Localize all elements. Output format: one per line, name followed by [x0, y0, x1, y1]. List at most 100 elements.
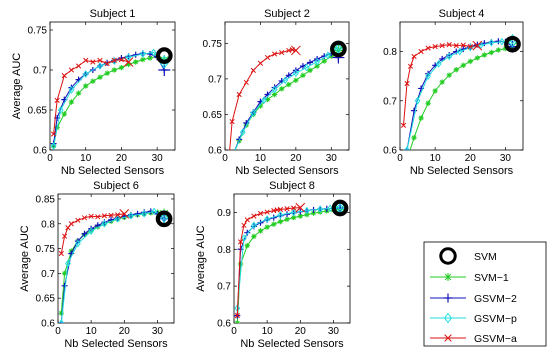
data-point	[460, 42, 466, 48]
y-tick-label: 0.6	[217, 319, 231, 330]
data-point	[284, 206, 290, 212]
data-point	[88, 213, 94, 219]
data-point	[62, 233, 68, 239]
series-gsvm-p	[58, 207, 170, 323]
data-point	[324, 51, 331, 60]
y-tick-label: 0.75	[203, 39, 223, 50]
legend-marker	[444, 334, 452, 342]
data-point	[161, 212, 167, 221]
data-point	[81, 230, 88, 237]
data-point	[279, 49, 285, 56]
data-point	[293, 77, 299, 84]
data-point	[278, 86, 285, 92]
data-point	[133, 59, 139, 65]
plot-area	[400, 33, 521, 162]
final-point	[123, 57, 134, 67]
data-point	[251, 213, 257, 219]
data-point	[251, 233, 257, 240]
data-point	[467, 44, 473, 50]
data-point	[432, 88, 438, 94]
data-point	[300, 72, 306, 79]
data-point	[407, 63, 414, 69]
data-point	[58, 250, 64, 257]
x-tick-label: 30	[500, 153, 512, 164]
series-line	[406, 40, 513, 150]
x-tick-label: 10	[86, 326, 98, 337]
data-point	[118, 56, 125, 63]
legend-label: SVM	[474, 251, 497, 263]
data-point	[467, 58, 473, 65]
data-point	[404, 157, 409, 162]
y-tick-label: 0.8	[217, 245, 231, 256]
data-point	[446, 42, 452, 48]
panel-subject-1: 0 10 20 30 0.6 0.65 0.7 0.75 Subject 1 Nb Selecte…	[11, 8, 176, 177]
panel-subject-6: 0 10 20 30 0.6 0.65 0.7 0.75 0.8 0.85 Subject 6 Nb …	[19, 180, 175, 350]
legend-entry-gsvm-2: GSVM−2	[430, 293, 517, 305]
y-tick-label: 0.8	[41, 219, 55, 230]
x-tick-label: 30	[328, 326, 340, 337]
data-point	[57, 106, 64, 114]
data-point	[114, 214, 121, 223]
x-axis-label: Nb Selected Sensors	[240, 338, 344, 350]
data-point	[453, 43, 459, 49]
data-point	[234, 320, 241, 323]
data-point	[50, 142, 57, 150]
data-point	[83, 83, 89, 89]
x-tick-label: 10	[430, 153, 442, 164]
data-point	[61, 270, 68, 277]
data-point	[257, 228, 264, 234]
data-point	[264, 209, 270, 215]
data-point	[310, 210, 317, 216]
data-point	[61, 111, 67, 117]
series-gsvm-a	[50, 56, 134, 137]
data-point	[414, 96, 421, 105]
series-svm	[155, 47, 173, 64]
data-point	[488, 38, 495, 47]
series-svm	[155, 210, 173, 228]
data-point	[337, 203, 343, 211]
data-point	[97, 62, 103, 70]
legend-entry-gsvm-a: GSVM−a	[430, 333, 517, 345]
data-point	[97, 57, 103, 64]
data-point	[236, 91, 242, 98]
data-point	[456, 47, 463, 56]
data-point	[81, 215, 88, 221]
data-point	[68, 221, 74, 227]
data-point	[141, 210, 148, 218]
data-point	[251, 221, 257, 230]
data-point	[411, 107, 418, 114]
data-point	[243, 79, 249, 86]
data-point	[68, 67, 75, 73]
legend-marker	[439, 247, 457, 265]
series-gsvm-a	[400, 40, 483, 128]
data-point	[104, 60, 110, 67]
series-gsvm-a	[229, 45, 301, 150]
data-point	[264, 224, 270, 230]
data-point	[264, 54, 271, 61]
data-point	[304, 211, 310, 218]
data-point	[307, 59, 314, 66]
data-point	[97, 74, 103, 80]
x-tick-label: 0	[47, 153, 53, 164]
legend-marker	[443, 272, 453, 282]
data-point	[257, 210, 264, 217]
data-point	[111, 67, 117, 73]
panel-title: Subject 4	[439, 8, 485, 20]
y-axis-label: Average AUC	[11, 53, 23, 120]
data-point	[58, 319, 65, 323]
x-tick-label: 0	[397, 153, 403, 164]
data-point	[147, 55, 153, 61]
y-tick-label: 0.65	[28, 106, 48, 117]
data-point	[229, 154, 235, 160]
data-point	[264, 96, 271, 103]
data-point	[150, 48, 157, 57]
data-point	[83, 57, 89, 64]
legend-entry-gsvm-p: GSVM−p	[430, 312, 517, 325]
panel-title: Subject 2	[264, 8, 310, 20]
data-point	[88, 227, 95, 236]
x-tick-label: 30	[152, 326, 164, 337]
y-tick-label: 0.65	[203, 110, 223, 121]
data-point	[488, 49, 495, 56]
data-point	[425, 45, 431, 51]
